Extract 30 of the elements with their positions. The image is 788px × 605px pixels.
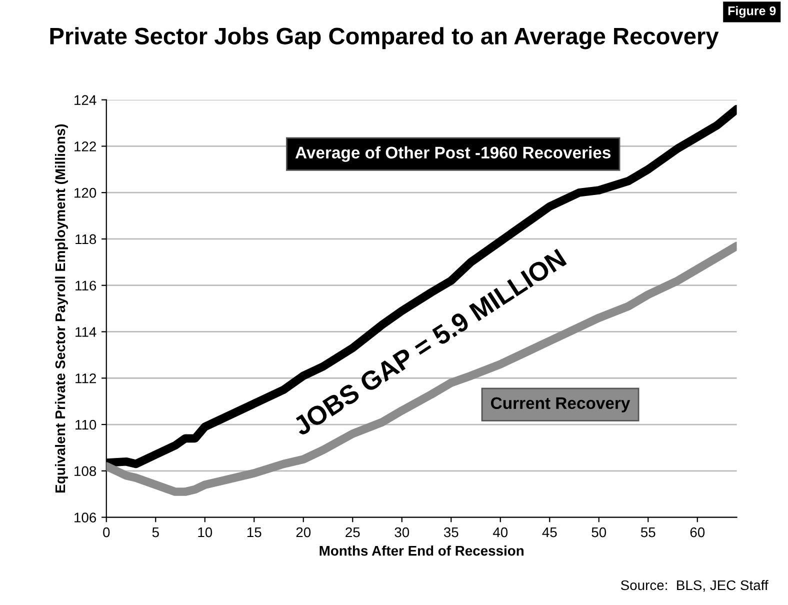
y-tick-label: 110 xyxy=(76,420,96,430)
x-tick-label: 15 xyxy=(247,528,262,538)
y-tick-label: 122 xyxy=(74,142,96,152)
x-tick-label: 35 xyxy=(444,527,458,538)
y-tick-label: 118 xyxy=(76,234,96,244)
x-tick-label: 40 xyxy=(492,527,508,538)
x-tick-label: 60 xyxy=(690,527,705,538)
x-tick-label: 5 xyxy=(152,528,159,538)
y-tick-label: 120 xyxy=(74,188,96,198)
x-tick-label: 55 xyxy=(640,528,656,538)
y-tick-label: 116 xyxy=(76,280,96,291)
x-tick-label: 50 xyxy=(592,527,606,538)
x-tick-label: 25 xyxy=(346,527,360,538)
x-tick-label: 10 xyxy=(198,527,212,538)
x-tick-label: 45 xyxy=(542,528,557,538)
y-axis-title: Equivalent Private Sector Payroll Employment (Millions) xyxy=(54,124,68,492)
x-axis-title: Months After End of Recession xyxy=(320,546,524,556)
x-tick-label: 0 xyxy=(103,527,110,538)
y-tick-label: 114 xyxy=(76,327,96,337)
y-tick-label: 112 xyxy=(76,373,96,384)
y-tick-label: 124 xyxy=(74,95,96,105)
source-note: Source: BLS, JEC Staff xyxy=(620,580,768,592)
series-label: Current Recovery xyxy=(491,397,630,412)
caption: Figure 9 xyxy=(728,6,776,18)
x-tick-label: 30 xyxy=(394,527,410,538)
series-label: Average of Other Post -1960 Recoveries xyxy=(295,146,611,162)
chart-title: Private Sector Jobs Gap Compared to an Average Recovery xyxy=(50,27,719,50)
y-tick-label: 106 xyxy=(74,512,96,522)
y-tick-label: 108 xyxy=(74,466,96,476)
x-tick-label: 20 xyxy=(296,527,311,538)
